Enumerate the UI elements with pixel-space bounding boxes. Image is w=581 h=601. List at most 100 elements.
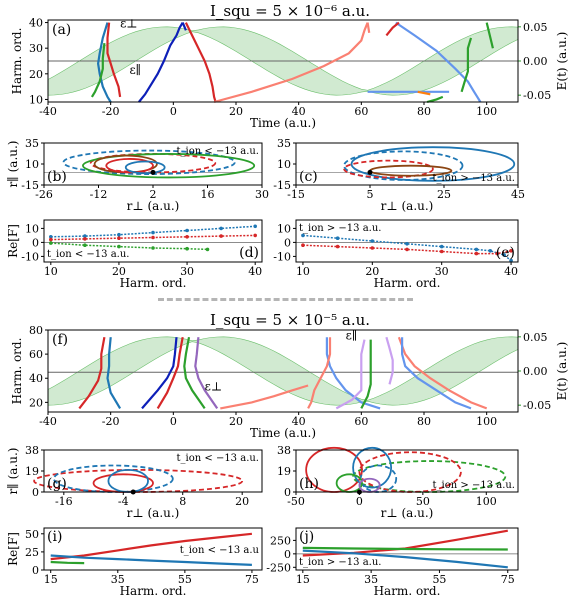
series-line (395, 21, 482, 103)
data-point (49, 241, 53, 245)
axes-frame (47, 329, 519, 413)
series-line (401, 337, 472, 410)
trajectory-loop (53, 464, 174, 493)
panel-i: 15 35 55 75 0 25 50 Harm. ord. Re[F] (i) t_ion < −… (6, 527, 263, 598)
data-point (83, 237, 87, 241)
y-tick-label: 0 (284, 236, 291, 249)
series-line (50, 560, 85, 565)
data-point (151, 235, 155, 240)
data-point (253, 224, 257, 229)
x-tick-label: -15 (287, 188, 305, 201)
origin-point (367, 169, 373, 175)
series-line (360, 339, 372, 409)
data-point (205, 247, 210, 252)
x-tick-label: -20 (102, 105, 120, 118)
y-tick-label: 10 (25, 222, 39, 235)
y-tick-label: 10 (277, 222, 291, 235)
x-tick-label: -50 (287, 495, 305, 508)
trajectory-loop (124, 160, 166, 175)
annotation: t_ion > −13 a.u. (433, 480, 515, 491)
y-tick-label: -15 (273, 179, 291, 192)
data-point (301, 233, 305, 238)
y2-tick-label: 0.00 (523, 55, 548, 68)
y-tick-label: -15 (21, 179, 39, 192)
series-line (141, 337, 178, 410)
series-line (385, 21, 400, 37)
x-tick-label: 30 (435, 265, 449, 278)
axes-frame (43, 219, 263, 263)
data-point (301, 243, 305, 247)
series-line (385, 336, 394, 385)
panel-label: (c) (299, 169, 318, 185)
panel-b: -26 -12 2 16 30 -15 10 35 r⊥ (a.u.) r∥ (a.u.) (b) t… (6, 137, 269, 213)
data-point (117, 232, 121, 237)
x-tick-label: 75 (245, 573, 259, 586)
y-tick-label: 20 (29, 68, 43, 81)
panel-label: (d) (239, 245, 259, 261)
y-tick-label: 35 (25, 137, 39, 150)
series-line (417, 90, 431, 96)
x-axis-label: r⊥ (a.u.) (127, 199, 180, 213)
series-line (220, 384, 309, 410)
y-axis-label: r∥ (a.u.) (6, 141, 20, 188)
x-tick-label: 2 (150, 188, 157, 201)
x-tick-label: 0 (170, 105, 177, 118)
x-tick-label: 5 (367, 188, 374, 201)
x-tick-label: 100 (476, 105, 497, 118)
field-label-perp: ε⊥ (120, 17, 138, 31)
y-tick-label: 40 (29, 17, 43, 30)
data-point (439, 244, 444, 249)
x-tick-label: 10 (44, 265, 58, 278)
panel-a: -0.05 0.00 0.05 E(t) (a.u.) -40 -20 0 20 40 60 80 1… (10, 17, 569, 130)
x-tick-label: 10 (296, 265, 310, 278)
y-tick-label: -250 (266, 561, 291, 574)
data-point (405, 247, 409, 252)
x-tick-label: 40 (292, 415, 306, 428)
series-line (213, 22, 369, 104)
trajectory-loop (352, 446, 393, 489)
x-tick-label: -40 (39, 415, 57, 428)
annotation: t_ion > −13 a.u. (433, 173, 515, 184)
section-divider (158, 298, 413, 301)
y-tick-label: 0 (284, 486, 291, 499)
x-tick-label: -20 (102, 415, 120, 428)
x-tick-label: 20 (365, 265, 379, 278)
y-tick-label: 0 (32, 236, 39, 249)
series-line (460, 37, 473, 93)
y-tick-label: 0 (32, 486, 39, 499)
trajectory-loop (107, 468, 149, 493)
data-point (495, 251, 499, 256)
data-point (185, 228, 189, 233)
data-point (405, 242, 409, 246)
x-tick-label: -12 (90, 188, 108, 201)
series-line (302, 546, 508, 551)
field-label-par: ε∥ (346, 329, 358, 343)
x-tick-label: 15 (296, 573, 310, 586)
x-tick-label: 40 (504, 265, 518, 278)
title-bottom: I_squ = 5 × 10⁻⁵ a.u. (210, 311, 370, 329)
series-line (194, 337, 219, 410)
x-axis-label: Harm. ord. (120, 276, 187, 290)
x-tick-label: 0 (356, 495, 363, 508)
origin-point (150, 169, 156, 175)
x-tick-label: 20 (229, 105, 243, 118)
data-point (49, 237, 53, 242)
panel-label: (a) (52, 22, 71, 38)
axes-frame (47, 19, 519, 103)
data-point (474, 247, 479, 252)
annotation: t_ion < −13 a.u. (177, 146, 259, 157)
axes-frame (295, 527, 519, 571)
x-tick-label: 0 (170, 415, 177, 428)
y2-tick-label: 0.00 (523, 365, 548, 378)
y-tick-label: 19 (277, 465, 291, 478)
y2-tick-label: -0.05 (523, 89, 551, 102)
y-tick-label: 80 (29, 324, 43, 337)
y-tick-label: 35 (277, 137, 291, 150)
y-axis-label: r∥ (a.u.) (6, 448, 20, 495)
data-point (488, 249, 493, 253)
trajectory-loop (352, 460, 507, 493)
panel-label: (j) (299, 529, 314, 545)
